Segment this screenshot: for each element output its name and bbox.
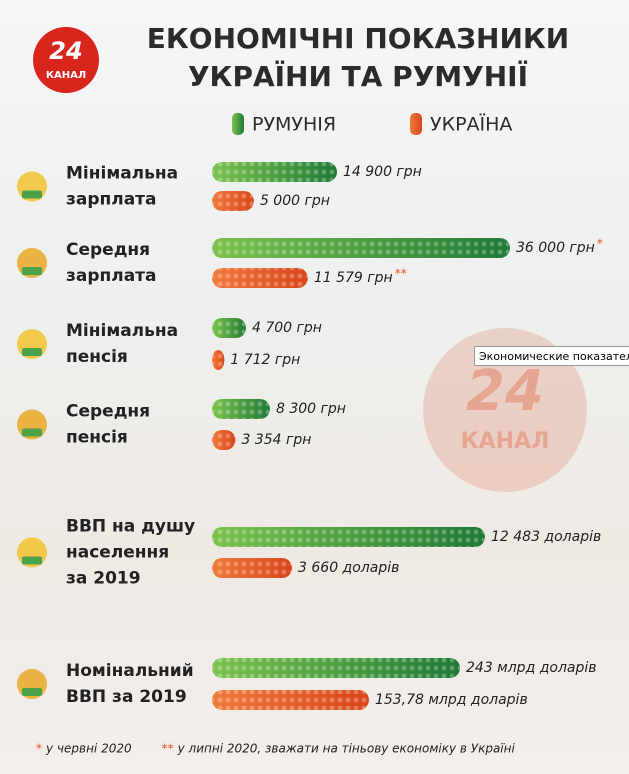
group-label: зарплата — [66, 190, 157, 210]
group-label: населення — [66, 543, 169, 563]
group-label: Мінімальна — [66, 321, 178, 341]
icon — [22, 428, 42, 437]
bar-dots — [212, 238, 510, 258]
bar-dots — [212, 268, 308, 288]
value-label: 5 000 грн — [260, 193, 330, 209]
bar-dots — [212, 430, 236, 450]
group-label: Номінальний — [66, 661, 194, 681]
footnote-mark: ** — [162, 742, 174, 756]
icon — [22, 688, 42, 696]
bar-dots — [212, 162, 337, 182]
value-label: 3 354 грн — [241, 432, 311, 448]
value-label: 11 579 грн — [314, 270, 393, 286]
footnote-mark: * — [36, 742, 42, 756]
value-label: 4 700 грн — [252, 320, 322, 336]
legend-ukraine: УКРАЇНА — [430, 113, 512, 136]
logo — [33, 27, 99, 93]
bar-dots — [212, 658, 460, 678]
value-label: 8 300 грн — [276, 401, 346, 417]
group-label: Мінімальна — [66, 164, 178, 184]
value-label: 36 000 грн — [516, 240, 595, 256]
legend-swatch — [232, 113, 244, 135]
bar-dots — [212, 690, 369, 710]
value-label: 3 660 доларів — [298, 560, 399, 576]
value-label: 12 483 доларів — [491, 529, 601, 545]
bar-dots — [212, 318, 246, 338]
group-label: ВВП за 2019 — [66, 687, 187, 707]
group-label: Середня — [66, 402, 150, 422]
value-label: 243 млрд доларів — [466, 660, 597, 676]
icon — [22, 556, 42, 565]
icon — [22, 267, 42, 275]
bar-dots — [212, 191, 254, 211]
icon — [22, 190, 42, 199]
group-label: пенсія — [66, 428, 128, 448]
group-label: Середня — [66, 240, 150, 260]
group-label: зарплата — [66, 266, 157, 286]
legend-romania: РУМУНІЯ — [252, 114, 336, 136]
group-label: за 2019 — [66, 569, 141, 589]
bar-dots — [212, 558, 293, 578]
title-line: УКРАЇНИ ТА РУМУНІЇ — [188, 59, 528, 93]
logo-number: 24 — [49, 37, 82, 65]
value-label: 14 900 грн — [343, 164, 422, 180]
value-label: 1 712 грн — [230, 352, 300, 368]
watermark-text: КАНАЛ — [461, 429, 550, 454]
watermark-number: 24 — [466, 359, 544, 424]
logo-text: КАНАЛ — [46, 70, 86, 81]
bar-dots — [212, 350, 225, 370]
group-label: пенсія — [66, 347, 128, 367]
legend-swatch — [410, 113, 422, 135]
bar-dots — [212, 527, 485, 547]
value-label: 153,78 млрд доларів — [375, 692, 528, 708]
value-note: ** — [395, 267, 407, 281]
footnote-text: у липні 2020, зважати на тіньову економі… — [177, 742, 516, 756]
footnote-text: у червні 2020 — [45, 742, 132, 756]
group-label: ВВП на душу — [66, 517, 195, 537]
title-line: ЕКОНОМІЧНІ ПОКАЗНИКИ — [147, 22, 569, 55]
watermark — [423, 328, 587, 492]
icon — [22, 348, 42, 356]
value-note: * — [597, 237, 603, 251]
tooltip: Экономические показатели — [474, 346, 629, 366]
bar-dots — [212, 399, 270, 419]
